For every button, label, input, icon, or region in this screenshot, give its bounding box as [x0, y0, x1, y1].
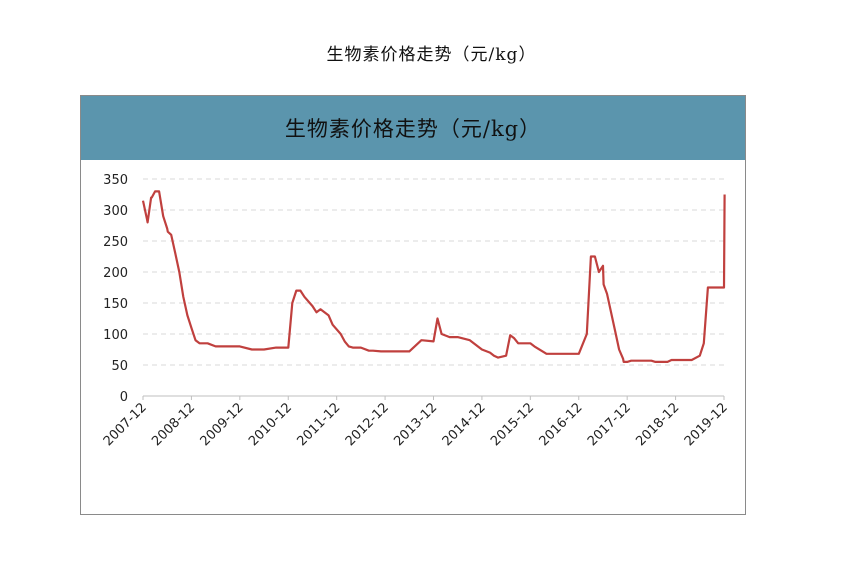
x-tick-label: 2010-12: [246, 400, 295, 449]
x-tick-label: 2016-12: [537, 400, 586, 449]
x-tick-label: 2011-12: [294, 400, 343, 449]
x-tick-label: 2013-12: [391, 400, 440, 449]
x-tick-label: 2014-12: [440, 400, 489, 449]
chart-title: 生物素价格走势（元/kg）: [284, 117, 542, 141]
y-tick-label: 100: [103, 328, 128, 343]
line-chart: 0 50 100 150 200 250 300 350 2007-12 2008-12 2009-…: [101, 173, 731, 449]
x-tick-label: 2017-12: [585, 400, 634, 449]
y-tick-label: 150: [103, 297, 128, 312]
series-line: [141, 190, 726, 363]
y-tick-label: 0: [120, 390, 128, 405]
x-tick-label: 2019-12: [682, 400, 731, 449]
x-tick-label: 2012-12: [343, 400, 392, 449]
x-tick-label: 2015-12: [488, 400, 537, 449]
y-tick-label: 350: [103, 173, 128, 188]
chart-frame: 生物素价格走势（元/kg） 0 50 100 150 200 250 300 350 2007-…: [80, 95, 746, 515]
y-tick-label: 250: [103, 235, 128, 250]
x-tick-label: 2018-12: [633, 400, 682, 449]
y-tick-label: 300: [103, 204, 128, 219]
x-tick-label: 2008-12: [149, 400, 198, 449]
x-tick-label: 2007-12: [101, 400, 150, 449]
chart-title-banner: 生物素价格走势（元/kg）: [81, 96, 745, 160]
x-tick-label: 2009-12: [198, 400, 247, 449]
y-tick-label: 200: [103, 266, 128, 281]
page-title: 生物素价格走势（元/kg）: [326, 45, 537, 65]
y-tick-label: 50: [111, 359, 128, 374]
